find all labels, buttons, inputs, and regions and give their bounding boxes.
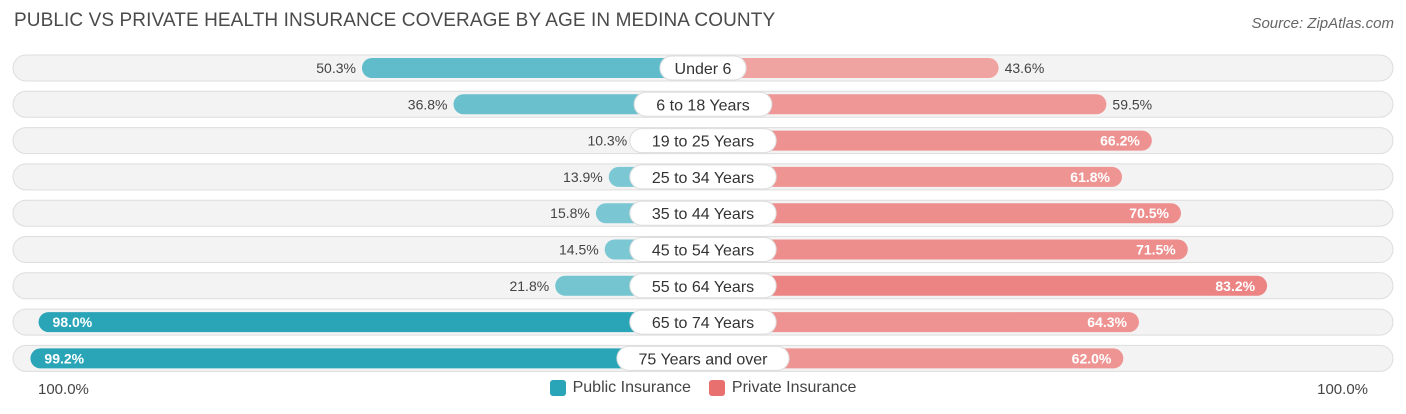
public-bar bbox=[38, 312, 704, 333]
private-bar bbox=[703, 166, 1123, 187]
legend-swatch-public bbox=[549, 380, 566, 396]
legend-label-private: Private Insurance bbox=[731, 379, 857, 396]
public-value-label: 13.9% bbox=[563, 169, 603, 185]
axis-left-label: 100.0% bbox=[38, 381, 89, 398]
category-label: 45 to 54 Years bbox=[652, 243, 754, 260]
public-value-label: 36.8% bbox=[408, 96, 448, 112]
category-label: Under 6 bbox=[675, 61, 732, 78]
category-pill bbox=[629, 200, 777, 226]
public-value-label: 10.3% bbox=[587, 133, 627, 149]
legend-item-private: Private Insurance bbox=[708, 379, 857, 397]
private-value-label: 62.0% bbox=[1072, 350, 1112, 366]
private-bar bbox=[703, 130, 1152, 151]
private-value-label: 83.2% bbox=[1215, 278, 1255, 294]
private-value-label: 66.2% bbox=[1100, 133, 1140, 149]
legend-swatch-private bbox=[708, 380, 725, 396]
public-value-label: 21.8% bbox=[509, 278, 549, 294]
legend-item-public: Public Insurance bbox=[549, 379, 691, 397]
category-label: 6 to 18 Years bbox=[656, 97, 749, 114]
category-label: 65 to 74 Years bbox=[652, 315, 754, 332]
private-bar bbox=[703, 348, 1124, 369]
private-bar bbox=[703, 312, 1139, 333]
public-value-label: 99.2% bbox=[44, 350, 84, 366]
category-pill bbox=[659, 55, 747, 81]
category-pill bbox=[616, 345, 790, 371]
chart-title: PUBLIC VS PRIVATE HEALTH INSURANCE COVER… bbox=[14, 10, 776, 31]
category-pill bbox=[629, 128, 777, 154]
chart-source: Source: ZipAtlas.com bbox=[1251, 15, 1394, 32]
public-value-label: 50.3% bbox=[316, 60, 356, 76]
category-label: 35 to 44 Years bbox=[652, 206, 754, 223]
private-bar bbox=[703, 58, 999, 78]
private-bar bbox=[703, 239, 1188, 260]
public-value-label: 14.5% bbox=[559, 242, 599, 258]
category-pill bbox=[629, 273, 777, 299]
category-pill bbox=[633, 91, 773, 117]
private-value-label: 43.6% bbox=[1005, 60, 1045, 76]
public-bar bbox=[30, 348, 703, 369]
category-label: 75 Years and over bbox=[639, 351, 769, 368]
private-bar bbox=[703, 275, 1268, 296]
category-pill bbox=[629, 164, 777, 190]
category-pill bbox=[629, 237, 777, 262]
public-value-label: 15.8% bbox=[550, 205, 590, 221]
category-label: 19 to 25 Years bbox=[652, 134, 754, 151]
category-label: 55 to 64 Years bbox=[652, 279, 754, 296]
private-value-label: 70.5% bbox=[1129, 205, 1169, 221]
private-bar bbox=[703, 94, 1107, 115]
public-bar bbox=[361, 58, 703, 78]
axis-right-label: 100.0% bbox=[1317, 381, 1368, 398]
legend-label-public: Public Insurance bbox=[572, 379, 691, 396]
category-label: 25 to 34 Years bbox=[652, 170, 754, 187]
public-value-label: 98.0% bbox=[53, 314, 93, 330]
private-value-label: 61.8% bbox=[1070, 169, 1110, 185]
private-value-label: 71.5% bbox=[1136, 242, 1176, 258]
private-value-label: 59.5% bbox=[1112, 96, 1152, 112]
private-value-label: 64.3% bbox=[1087, 314, 1127, 330]
legend: Public Insurance Private Insurance bbox=[0, 379, 1406, 397]
category-pill bbox=[629, 309, 777, 335]
private-bar bbox=[703, 203, 1181, 224]
